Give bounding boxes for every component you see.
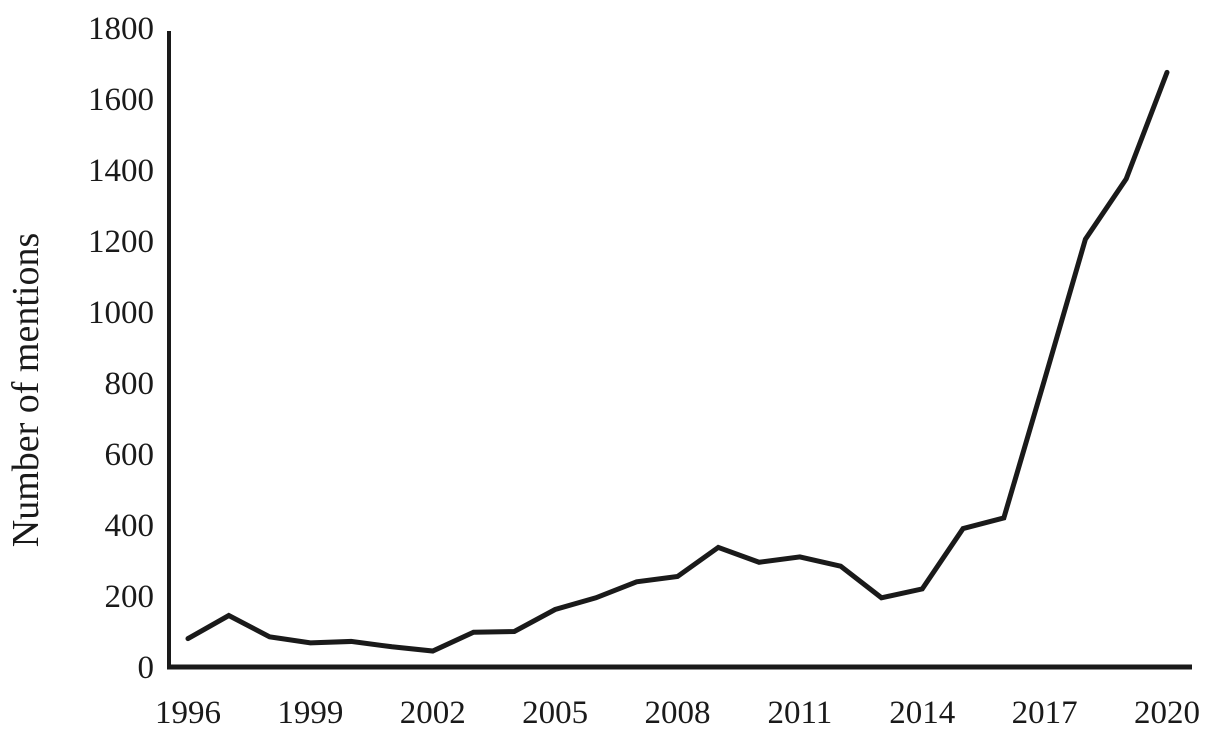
x-tick-label-1999: 1999 xyxy=(277,695,343,731)
y-axis-title: Number of mentions xyxy=(5,233,47,548)
x-tick-label-2014: 2014 xyxy=(889,695,955,731)
y-tick-label-400: 400 xyxy=(105,508,155,544)
mentions-line-series xyxy=(185,69,1170,654)
y-tick-label-1000: 1000 xyxy=(88,295,154,331)
y-tick-label-1600: 1600 xyxy=(88,82,154,118)
data-series xyxy=(185,69,1170,654)
x-tick-label-2002: 2002 xyxy=(400,695,466,731)
x-tick-label-2005: 2005 xyxy=(522,695,588,731)
y-tick-label-600: 600 xyxy=(105,437,155,473)
y-tick-label-1800: 1800 xyxy=(88,11,154,47)
y-tick-label-1200: 1200 xyxy=(88,224,154,260)
x-tick-label-2008: 2008 xyxy=(645,695,711,731)
y-axis-tick-labels: 0 200 400 600 800 1000 1200 1400 1600 1800 xyxy=(88,11,154,686)
y-tick-label-800: 800 xyxy=(105,366,155,402)
y-tick-label-200: 200 xyxy=(105,579,155,615)
axes xyxy=(167,31,1192,670)
x-tick-label-2017: 2017 xyxy=(1012,695,1078,731)
y-tick-label-0: 0 xyxy=(138,650,155,686)
x-tick-label-2020: 2020 xyxy=(1134,695,1200,731)
y-tick-label-1400: 1400 xyxy=(88,153,154,189)
x-axis-tick-labels: 1996 1999 2002 2005 2008 2011 2014 2017 2020 xyxy=(155,695,1200,731)
x-tick-label-2011: 2011 xyxy=(767,695,832,731)
x-tick-label-1996: 1996 xyxy=(155,695,221,731)
